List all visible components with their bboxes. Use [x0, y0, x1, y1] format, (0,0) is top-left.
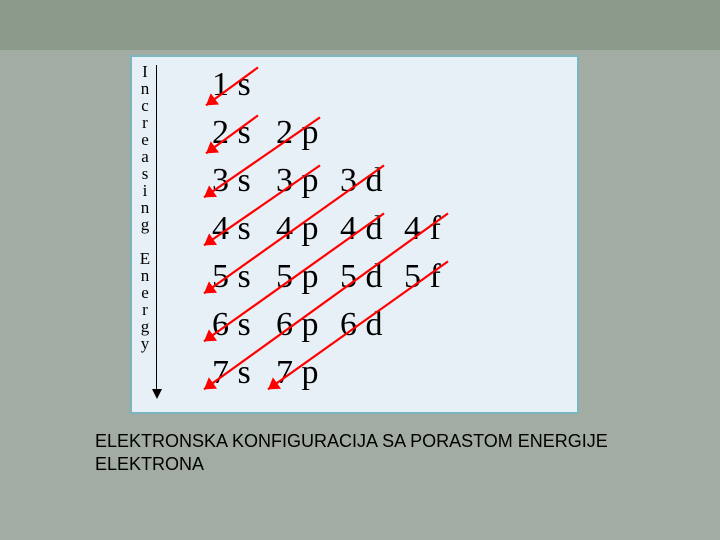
y-axis-label-char: g	[138, 318, 152, 335]
orbital-cell: 6 d	[340, 301, 404, 349]
orbital-cell: 6 p	[276, 301, 340, 349]
orbital-row: 2 s2 p	[212, 109, 468, 157]
orbital-cell: 7 p	[276, 349, 340, 397]
orbital-row: 4 s4 p4 d4 f	[212, 205, 468, 253]
y-axis-label-char: e	[138, 284, 152, 301]
y-axis-label-char: E	[138, 250, 152, 267]
y-axis-label-char: c	[138, 97, 152, 114]
orbital-cell: 3 d	[340, 157, 404, 205]
orbital-cell: 3 s	[212, 157, 276, 205]
y-axis-label-char: n	[138, 199, 152, 216]
y-axis-label-char: n	[138, 80, 152, 97]
orbital-cell: 5 s	[212, 253, 276, 301]
y-axis-label-char: I	[138, 63, 152, 80]
orbital-cell: 4 d	[340, 205, 404, 253]
orbital-cell: 4 f	[404, 205, 468, 253]
orbital-row: 6 s6 p6 d	[212, 301, 468, 349]
y-axis-label: Increasing Energy	[138, 63, 152, 352]
y-axis-label-char: a	[138, 148, 152, 165]
orbital-cell: 5 p	[276, 253, 340, 301]
y-axis-label-char: n	[138, 267, 152, 284]
orbital-row: 7 s7 p	[212, 349, 468, 397]
y-axis-label-char: y	[138, 335, 152, 352]
y-axis-label-char: s	[138, 165, 152, 182]
orbital-cell: 2 s	[212, 109, 276, 157]
orbital-row: 5 s5 p5 d5 f	[212, 253, 468, 301]
orbital-cell: 5 f	[404, 253, 468, 301]
orbital-row: 1 s	[212, 61, 468, 109]
aufbau-diagram-panel: Increasing Energy 1 s2 s2 p3 s3 p3 d4 s4…	[130, 55, 579, 414]
orbital-cell: 4 p	[276, 205, 340, 253]
y-axis-label-char: e	[138, 131, 152, 148]
orbital-row: 3 s3 p3 d	[212, 157, 468, 205]
y-axis-label-char: g	[138, 216, 152, 233]
y-axis-label-char: r	[138, 114, 152, 131]
caption-text: ELEKTRONSKA KONFIGURACIJA SA PORASTOM EN…	[95, 430, 635, 475]
y-axis-label-char: i	[138, 182, 152, 199]
y-axis-arrow	[156, 65, 157, 397]
orbital-grid: 1 s2 s2 p3 s3 p3 d4 s4 p4 d4 f5 s5 p5 d5…	[212, 61, 468, 397]
y-axis-label-char: r	[138, 301, 152, 318]
orbital-cell: 3 p	[276, 157, 340, 205]
orbital-cell: 1 s	[212, 61, 276, 109]
orbital-cell: 2 p	[276, 109, 340, 157]
y-axis-label-char	[138, 233, 152, 250]
orbital-cell: 7 s	[212, 349, 276, 397]
top-bar	[0, 0, 720, 50]
orbital-cell: 5 d	[340, 253, 404, 301]
orbital-cell: 6 s	[212, 301, 276, 349]
orbital-cell: 4 s	[212, 205, 276, 253]
